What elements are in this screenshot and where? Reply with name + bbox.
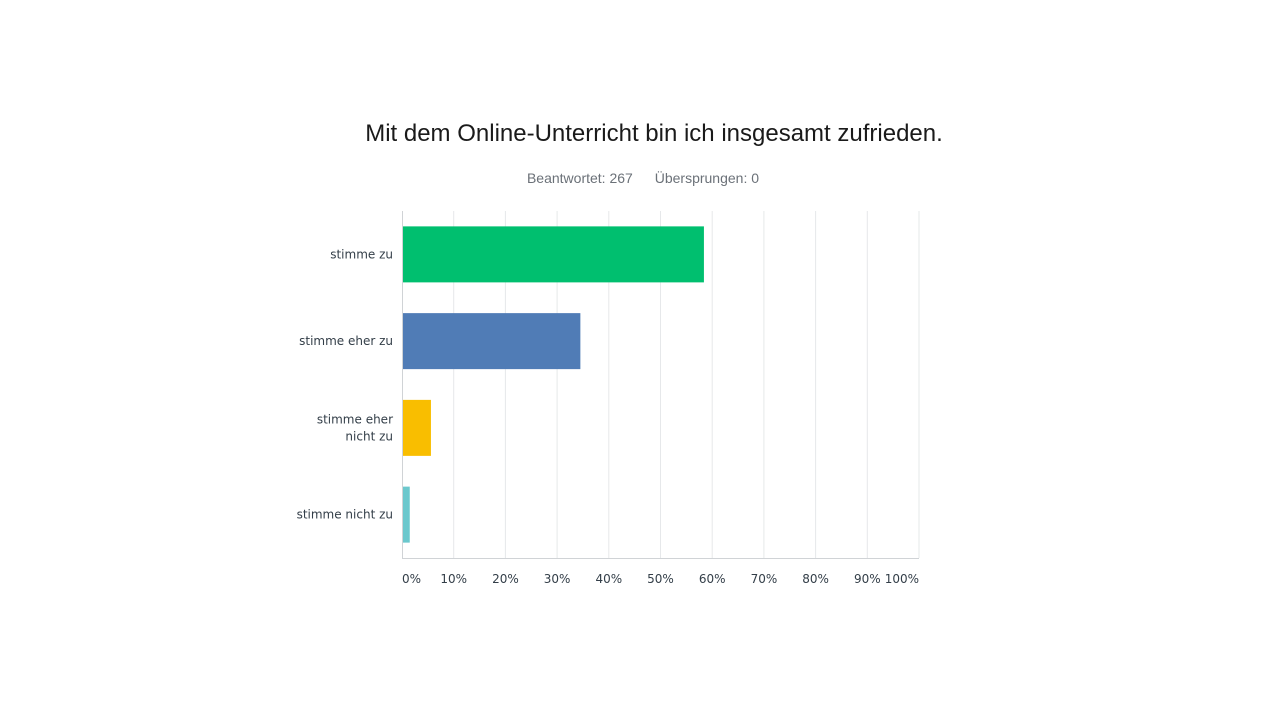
axes xyxy=(402,211,919,559)
x-tick-label: 10% xyxy=(440,572,467,586)
category-label: nicht zu xyxy=(345,429,393,443)
x-tick-label: 70% xyxy=(751,572,778,586)
x-tick-label: 100% xyxy=(885,572,919,586)
category-labels: stimme zu stimme eher zu stimme eher nicht … xyxy=(297,247,394,521)
bar[interactable] xyxy=(402,313,581,370)
answered-count: Beantwortet: 267 xyxy=(526,170,633,186)
x-tick-label: 40% xyxy=(595,572,622,586)
category-label: stimme eher zu xyxy=(299,334,393,348)
x-tick-label: 30% xyxy=(544,572,571,586)
x-tick-label: 60% xyxy=(699,572,726,586)
bars xyxy=(402,226,704,543)
bar[interactable] xyxy=(402,226,704,283)
response-stats: Beantwortet: 267 Übersprungen: 0 xyxy=(0,170,1280,186)
category-label: stimme zu xyxy=(330,247,393,261)
x-tick-label: 90% xyxy=(854,572,881,586)
bar[interactable] xyxy=(402,486,410,543)
category-label: stimme eher xyxy=(317,412,393,426)
x-tick-label: 50% xyxy=(647,572,674,586)
chart-title: Mit dem Online-Unterricht bin ich insges… xyxy=(365,120,943,147)
category-label: stimme nicht zu xyxy=(297,508,393,522)
skipped-count: Übersprungen: 0 xyxy=(654,170,760,186)
tick-labels: 0% 10% 20% 30% 40% 50% 60% 70% 80% 90% 100% xyxy=(402,572,919,586)
x-tick-label: 80% xyxy=(802,572,829,586)
x-tick-label: 0% xyxy=(402,572,421,586)
bar[interactable] xyxy=(402,399,431,456)
x-tick-label: 20% xyxy=(492,572,519,586)
